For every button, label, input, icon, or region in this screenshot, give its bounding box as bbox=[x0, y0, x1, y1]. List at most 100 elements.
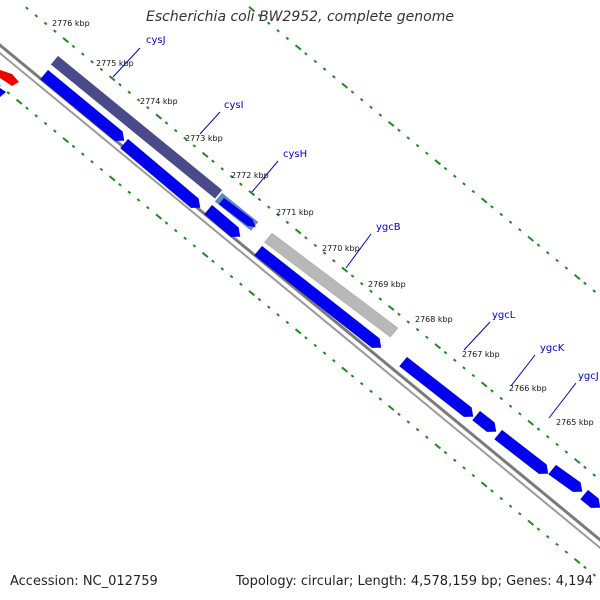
tick-mark bbox=[183, 236, 187, 241]
tick-mark bbox=[341, 366, 349, 373]
tick-mark bbox=[378, 113, 383, 117]
tick-mark bbox=[350, 90, 355, 94]
tick-mark bbox=[294, 44, 302, 51]
tick-mark bbox=[480, 197, 488, 204]
kbp-label: 2767 kbp bbox=[462, 350, 500, 359]
tick-mark bbox=[239, 182, 243, 186]
tick-mark bbox=[71, 144, 76, 149]
tick-mark bbox=[248, 6, 256, 13]
tick-mark bbox=[378, 297, 383, 301]
tick-mark bbox=[146, 105, 150, 110]
tick-mark bbox=[322, 67, 327, 71]
gene-label: cysJ bbox=[146, 35, 166, 46]
tick-mark bbox=[545, 535, 550, 539]
tick-mark bbox=[155, 113, 163, 120]
cds-arrow bbox=[493, 429, 549, 475]
tick-mark bbox=[397, 312, 401, 317]
tick-mark bbox=[536, 243, 541, 247]
genome-summary-text: Topology: circular; Length: 4,578,159 bp… bbox=[235, 574, 593, 589]
tick-mark bbox=[266, 305, 271, 309]
tick-mark bbox=[359, 97, 364, 102]
kbp-label: 2773 kbp bbox=[185, 134, 223, 143]
tick-rows bbox=[0, 6, 597, 577]
kbp-label: 2768 kbp bbox=[415, 315, 453, 324]
tick-mark bbox=[80, 52, 85, 56]
tick-mark bbox=[201, 151, 209, 158]
tick-mark bbox=[164, 121, 169, 125]
tick-mark bbox=[146, 205, 150, 210]
tick-mark bbox=[99, 67, 104, 72]
tick-mark bbox=[573, 274, 581, 281]
tick-mark bbox=[108, 75, 116, 82]
tick-mark bbox=[518, 512, 522, 516]
tick-mark bbox=[555, 542, 559, 547]
tick-mark bbox=[285, 220, 290, 225]
kbp-label: 2775 kbp bbox=[96, 59, 134, 68]
gene-label: ygcL bbox=[492, 310, 516, 321]
tick-mark bbox=[313, 243, 318, 248]
tick-mark bbox=[508, 220, 513, 224]
tick-mark bbox=[294, 228, 302, 235]
tick-mark bbox=[406, 320, 411, 324]
tick-mark bbox=[15, 98, 23, 105]
tick-mark bbox=[592, 473, 597, 477]
tick-mark bbox=[564, 450, 569, 454]
tick-mark bbox=[332, 259, 336, 263]
gene-band-ygcB bbox=[263, 232, 399, 338]
tick-mark bbox=[378, 397, 383, 401]
tick-mark bbox=[211, 159, 215, 163]
cds-arrow bbox=[253, 245, 382, 349]
tick-mark bbox=[127, 190, 132, 195]
tick-mark bbox=[332, 359, 336, 363]
tick-mark bbox=[25, 6, 29, 10]
map-title: Escherichia coli BW2952, complete genome bbox=[146, 9, 454, 25]
kbp-label: 2769 kbp bbox=[368, 280, 406, 289]
cds-arrow bbox=[39, 69, 125, 142]
tick-mark bbox=[415, 427, 420, 432]
tick-mark bbox=[462, 182, 466, 186]
tick-mark bbox=[313, 343, 318, 348]
tick-mark bbox=[155, 213, 163, 220]
kbp-label: 2765 kbp bbox=[556, 418, 594, 427]
gene-leader-line bbox=[112, 47, 141, 78]
tick-mark bbox=[443, 450, 448, 455]
tick-mark bbox=[425, 335, 429, 340]
tick-mark bbox=[341, 266, 349, 273]
tick-mark bbox=[90, 160, 94, 164]
tick-mark bbox=[573, 558, 581, 565]
gene-label: ygcK bbox=[540, 343, 565, 354]
kbp-label: 2772 kbp bbox=[231, 171, 269, 180]
tick-mark bbox=[452, 458, 457, 462]
tick-mark bbox=[518, 412, 522, 416]
tick-mark bbox=[545, 435, 550, 439]
tick-mark bbox=[397, 128, 401, 133]
tick-mark bbox=[127, 90, 132, 95]
tick-mark bbox=[359, 381, 364, 386]
tick-mark bbox=[387, 304, 395, 311]
tick-mark bbox=[229, 274, 234, 279]
tick-mark bbox=[434, 443, 442, 450]
tick-mark bbox=[518, 228, 522, 232]
tick-mark bbox=[564, 266, 569, 270]
gene-label: cysH bbox=[283, 149, 307, 160]
tick-mark bbox=[462, 366, 466, 370]
tick-mark bbox=[480, 481, 488, 488]
gene-leader-line bbox=[463, 321, 491, 351]
tick-mark bbox=[71, 44, 76, 49]
tick-mark bbox=[80, 152, 85, 156]
rna-feature bbox=[0, 70, 19, 86]
tick-mark bbox=[304, 236, 308, 240]
tick-mark bbox=[471, 373, 476, 378]
cds-arrow bbox=[119, 138, 201, 209]
tick-mark bbox=[350, 274, 355, 278]
tick-mark bbox=[387, 120, 395, 127]
tick-mark bbox=[62, 137, 70, 144]
tick-mark bbox=[266, 21, 271, 25]
tick-mark bbox=[25, 106, 29, 110]
tick-mark bbox=[229, 174, 234, 179]
tick-mark bbox=[499, 496, 504, 501]
tick-mark bbox=[304, 336, 308, 340]
tick-mark bbox=[164, 221, 169, 225]
tick-mark bbox=[527, 235, 535, 242]
